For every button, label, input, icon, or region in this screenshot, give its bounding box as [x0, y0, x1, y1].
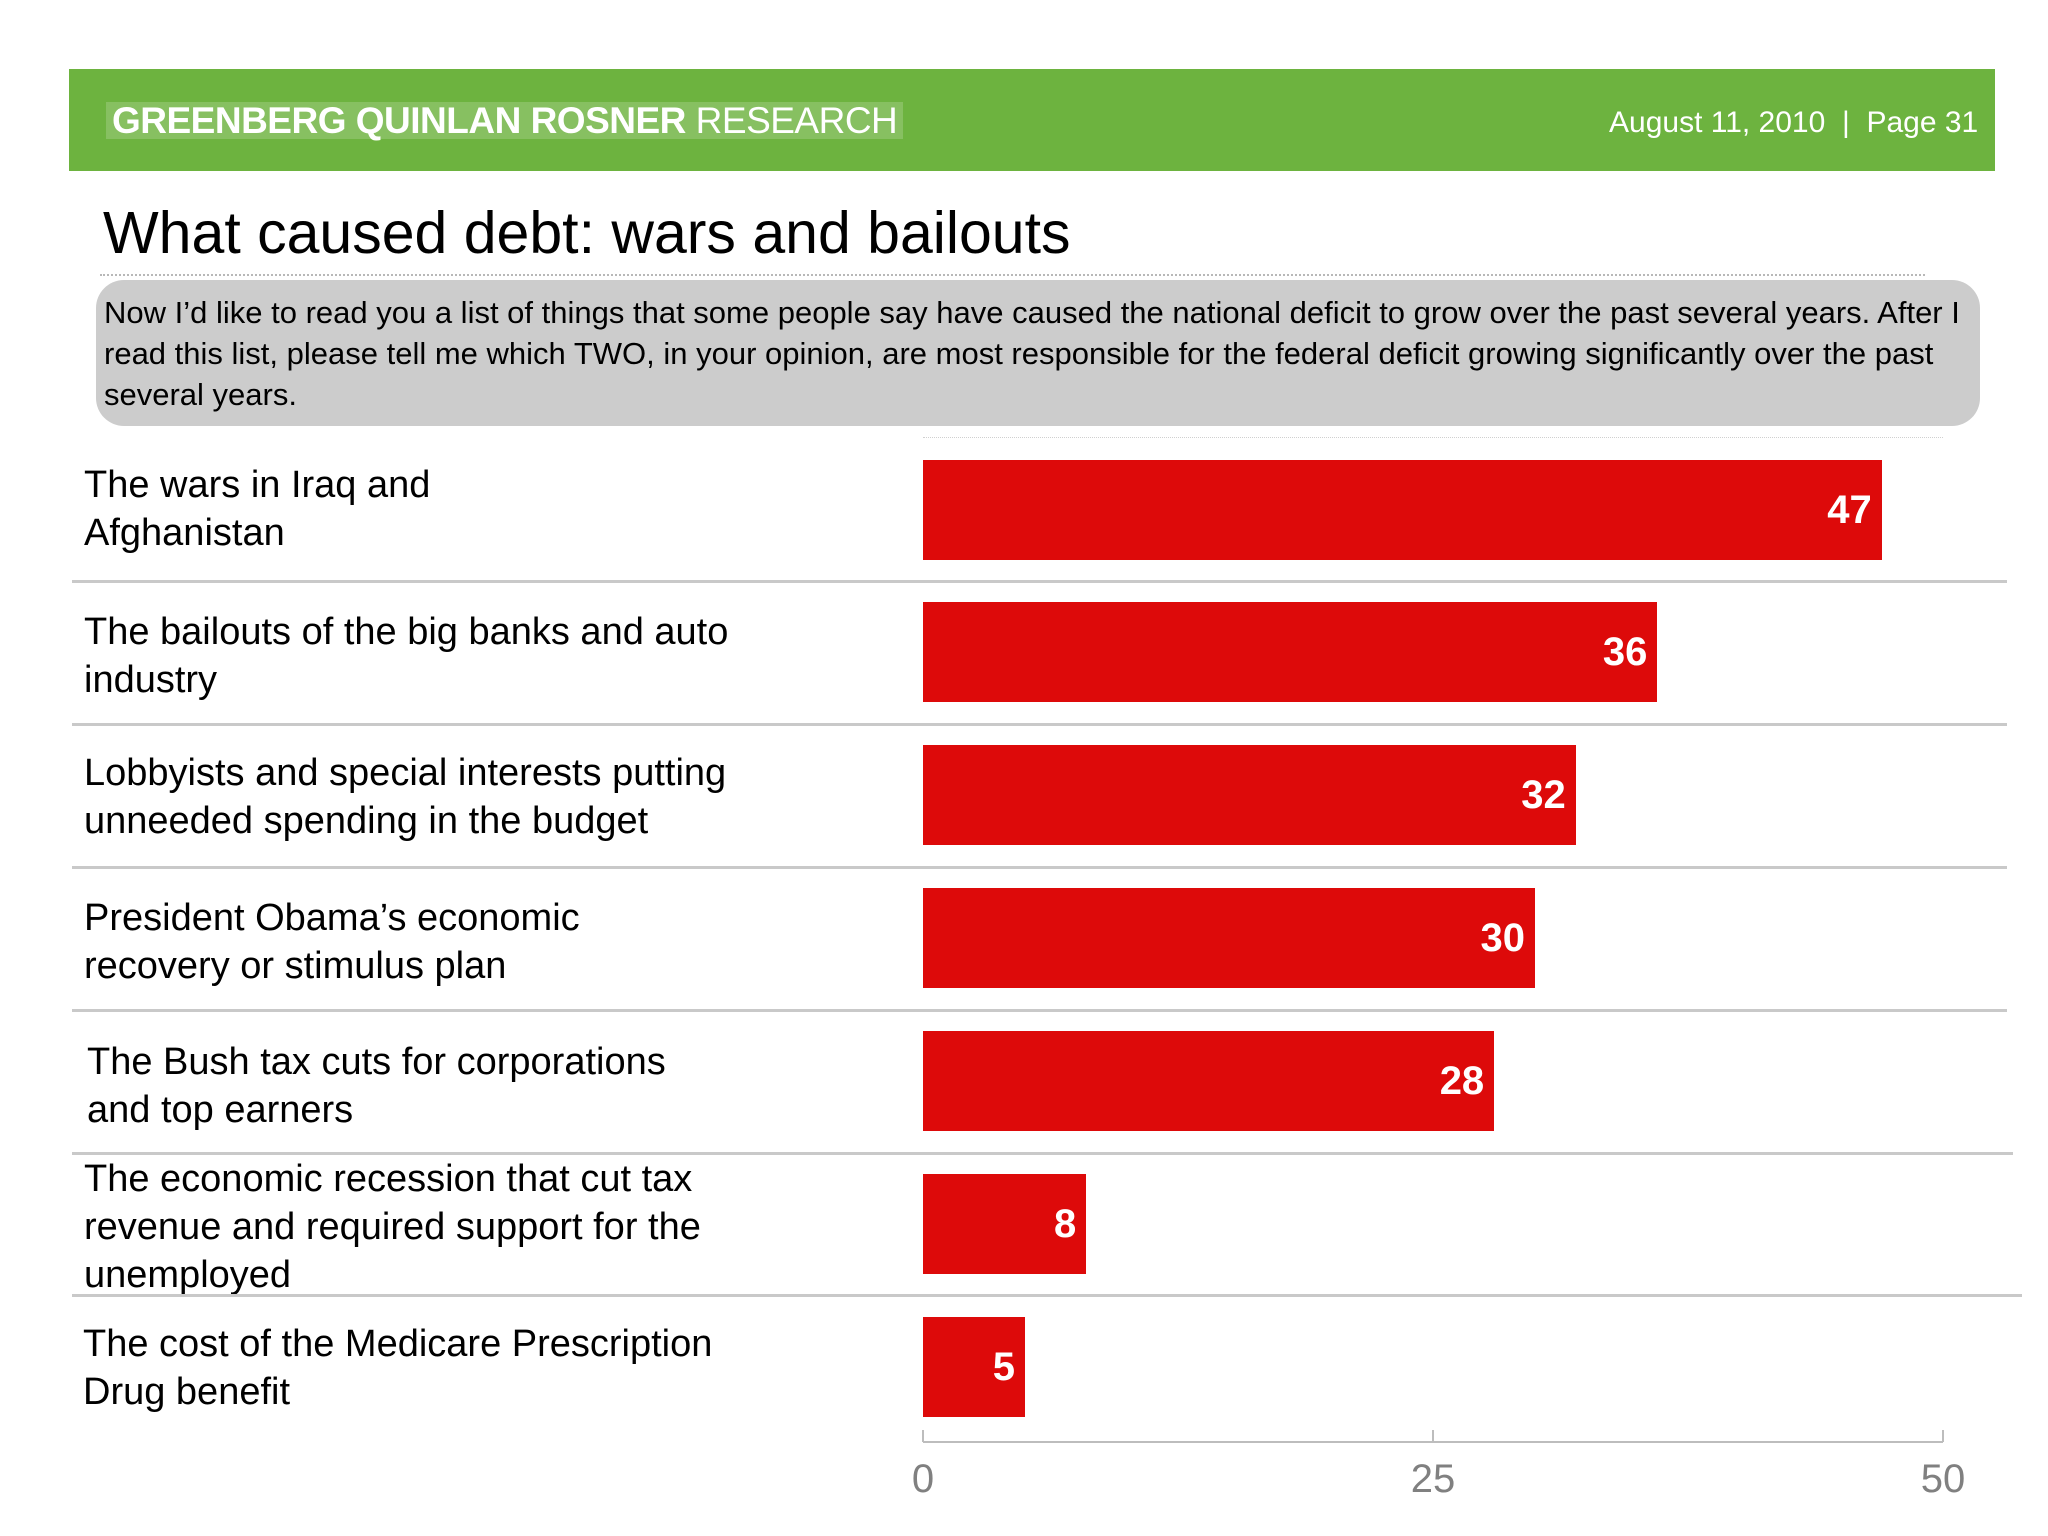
- category-label: The bailouts of the big banks and auto i…: [84, 611, 729, 701]
- question-box: Now I’d like to read you a list of thing…: [96, 280, 1980, 426]
- page-number: Page 31: [1866, 106, 1979, 139]
- brand-name: GREENBERG QUINLAN ROSNER: [112, 100, 686, 141]
- plot-top-rule: [923, 437, 1943, 438]
- report-date: August 11, 2010: [1609, 106, 1826, 139]
- data-label: 32: [1521, 773, 1566, 817]
- meta-separator: |: [1841, 106, 1850, 139]
- data-label: 36: [1602, 630, 1648, 674]
- bar: [923, 888, 1535, 988]
- bar: [923, 1031, 1495, 1131]
- brand-suffix: RESEARCH: [695, 100, 898, 141]
- category-label: Lobbyists and special interests putting …: [84, 752, 727, 842]
- question-text: Now I’d like to read you a list of thing…: [104, 295, 1960, 412]
- category-label: The economic recession that cut tax reve…: [84, 1158, 701, 1296]
- title-divider: [100, 274, 1925, 276]
- x-tick-label: 50: [1921, 1457, 1966, 1501]
- data-label: 47: [1827, 488, 1872, 532]
- bar: [923, 602, 1658, 702]
- bar: [923, 460, 1882, 560]
- x-tick-label: 0: [912, 1457, 934, 1501]
- row-separator: [72, 1294, 2022, 1297]
- data-label: 30: [1480, 916, 1526, 960]
- bar: [923, 1317, 1025, 1417]
- category-label: The cost of the Medicare Prescription Dr…: [83, 1323, 713, 1413]
- row-separator: [72, 580, 2007, 583]
- bar: [923, 1174, 1087, 1274]
- data-label: 28: [1439, 1059, 1485, 1103]
- row-separator: [72, 1009, 2007, 1012]
- data-label: 8: [1053, 1202, 1077, 1246]
- slide-title: What caused debt: wars and bailouts: [103, 200, 1071, 266]
- category-label: The wars in Iraq and Afghanistan: [84, 464, 431, 554]
- brand-logo: GREENBERG QUINLAN ROSNER RESEARCH: [106, 100, 904, 141]
- x-tick-label: 25: [1411, 1457, 1456, 1501]
- data-label: 5: [992, 1345, 1015, 1389]
- category-label: The Bush tax cuts for corporations and t…: [87, 1041, 666, 1131]
- header-meta: August 11, 2010 | Page 31: [1609, 105, 1995, 141]
- header-bar: GREENBERG QUINLAN ROSNER RESEARCH August…: [69, 69, 1995, 171]
- row-separator: [72, 866, 2007, 869]
- bar: [923, 745, 1576, 845]
- row-separator: [72, 723, 2007, 726]
- row-separator: [72, 1152, 2013, 1155]
- category-label: President Obama’s economic recovery or s…: [84, 897, 580, 987]
